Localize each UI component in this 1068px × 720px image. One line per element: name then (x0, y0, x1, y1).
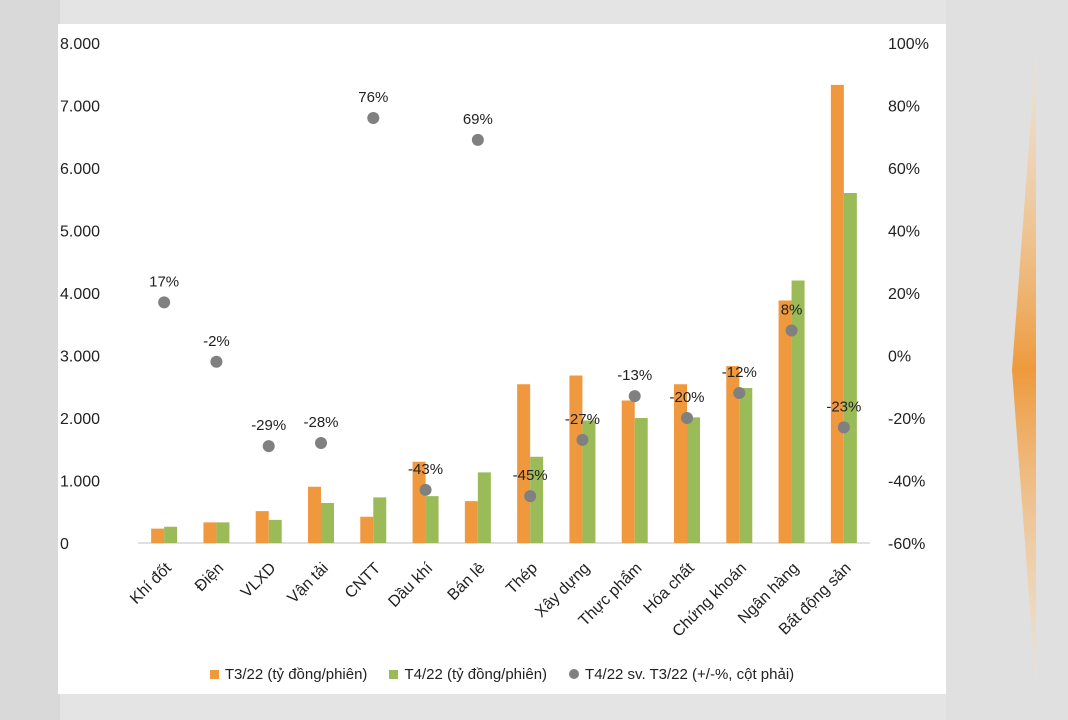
change-point (628, 390, 641, 403)
y-tick-label: 4.000 (60, 286, 100, 303)
x-category-label: Dầu khí (385, 559, 436, 610)
change-label: -12% (722, 364, 757, 381)
change-label: 69% (463, 111, 493, 128)
bar-t3 (674, 384, 687, 543)
chart-legend: T3/22 (tỷ đồng/phiên) T4/22 (tỷ đồng/phi… (58, 662, 946, 686)
bar-t4 (164, 526, 178, 543)
bar-t4 (582, 420, 596, 543)
bar-t3 (569, 375, 583, 543)
change-label: -43% (408, 461, 443, 478)
change-point (733, 387, 746, 399)
bar-t4 (739, 388, 753, 543)
x-category-label: Thép (503, 560, 541, 598)
y2-tick-label: 20% (888, 286, 920, 303)
change-label: 17% (149, 273, 179, 290)
y-tick-label: 6.000 (60, 161, 100, 178)
change-label: -13% (617, 367, 652, 384)
y-tick-label: 5.000 (60, 224, 100, 241)
change-point (837, 421, 850, 434)
x-category-label: VLXD (238, 560, 280, 602)
change-point (524, 490, 537, 503)
x-category-label: Vận tải (285, 560, 332, 607)
y-tick-label: 3.000 (60, 349, 100, 366)
y2-tick-label: 40% (888, 224, 920, 241)
legend-item-t4: T4/22 (tỷ đồng/phiên) (389, 666, 547, 683)
bar-t3 (412, 461, 426, 543)
change-point (419, 483, 432, 496)
y-tick-label: 0 (60, 536, 69, 553)
x-category-label: Điện (192, 560, 227, 595)
change-point (158, 296, 171, 309)
change-point (785, 324, 798, 337)
change-point (471, 133, 484, 146)
x-category-label: Bán lẻ (445, 560, 489, 604)
legend-label-t4: T4/22 (tỷ đồng/phiên) (404, 665, 548, 683)
change-label: -29% (251, 417, 286, 434)
legend-label-t3: T3/22 (tỷ đồng/phiên) (224, 665, 368, 683)
bar-t3 (308, 486, 321, 543)
x-category-label: Khí đốt (127, 559, 175, 607)
change-label: 8% (781, 302, 803, 319)
bar-t4 (687, 417, 700, 543)
y2-tick-label: 60% (888, 161, 920, 178)
legend-swatch-t3 (209, 669, 219, 679)
bar-t3 (151, 528, 165, 543)
y2-tick-label: 80% (888, 99, 920, 116)
change-point (367, 112, 380, 124)
y2-tick-label: 100% (888, 36, 929, 53)
change-point (210, 355, 223, 368)
change-label: -23% (826, 398, 861, 415)
y2-tick-label: -20% (888, 411, 925, 428)
y-tick-label: 8.000 (60, 36, 100, 53)
y2-tick-label: -40% (888, 474, 925, 491)
legend-swatch-t4 (389, 669, 399, 679)
bar-t3 (621, 400, 635, 543)
chart-panel: 0 1.000 2.000 3.000 4.000 5.000 6.000 7.000 8.00… (58, 24, 946, 694)
change-point (315, 437, 327, 449)
change-point (262, 440, 275, 453)
legend-swatch-change (569, 669, 580, 679)
change-label: -27% (565, 411, 600, 428)
y-tick-label: 2.000 (60, 411, 100, 428)
bar-t4 (373, 497, 387, 543)
bar-t3 (203, 522, 217, 543)
x-category-label: CNTT (342, 560, 384, 602)
y2-tick-label: -60% (888, 536, 925, 553)
bar-t3 (778, 300, 792, 543)
legend-label-change: T4/22 sv. T3/22 (+/-%, cột phải) (585, 665, 795, 683)
bar-t4 (268, 519, 282, 543)
change-label: -20% (669, 389, 704, 406)
bar-t3 (255, 511, 269, 543)
y2-tick-label: 0% (888, 349, 911, 366)
chart-plot: 0 1.000 2.000 3.000 4.000 5.000 6.000 7.000 8.00… (60, 36, 929, 640)
change-label: 76% (358, 89, 388, 106)
bar-t3 (360, 516, 374, 543)
bar-t4 (530, 456, 544, 543)
bar-t4 (791, 280, 805, 543)
y-tick-label: 7.000 (60, 99, 100, 116)
legend-item-t3: T3/22 (tỷ đồng/phiên) (209, 665, 368, 683)
bar-t4 (634, 418, 648, 543)
bar-t4 (843, 193, 857, 543)
bar-t4 (477, 472, 491, 543)
change-label: -28% (303, 414, 338, 431)
change-point (681, 412, 693, 424)
legend-item-change: T4/22 sv. T3/22 (+/-%, cột phải) (569, 666, 794, 683)
bar-t4 (321, 503, 334, 543)
y-tick-label: 1.000 (60, 474, 100, 491)
change-label: -45% (513, 467, 548, 484)
change-point (576, 433, 589, 446)
bar-t3 (517, 384, 531, 543)
bar-t3 (726, 366, 740, 543)
change-label: -2% (203, 333, 230, 350)
bar-t3 (464, 501, 478, 543)
bar-t3 (830, 84, 844, 543)
bar-t4 (216, 522, 230, 543)
bar-t4 (425, 496, 439, 543)
